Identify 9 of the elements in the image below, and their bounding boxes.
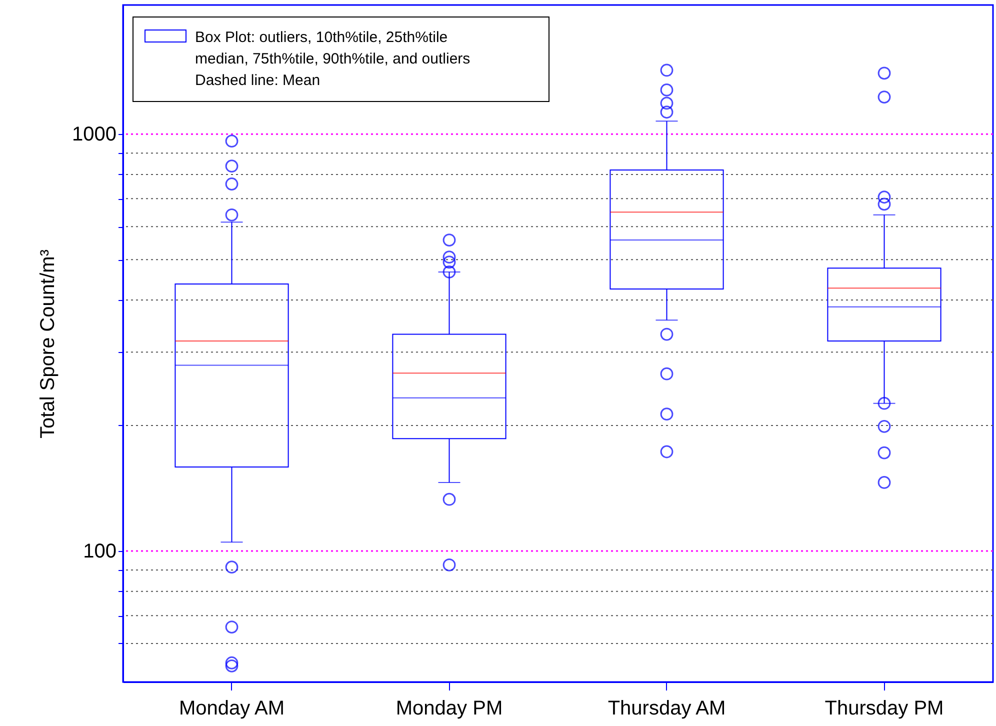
- x-tick-label: Monday PM: [396, 698, 503, 720]
- x-tick-label: Thursday PM: [824, 698, 944, 720]
- legend-label: Box Plot: outliers, 10th%tile, 25th%tile median, 75th%tile, 90th%tile, and outliers: [195, 29, 470, 68]
- y-tick-label: 100: [83, 540, 116, 562]
- annotation: Dashed line: Mean: [195, 72, 320, 89]
- x-tick-label: Thursday AM: [608, 698, 726, 720]
- x-tick-label: Monday AM: [178, 698, 285, 720]
- y-axis-title: Total Spore Count/m³: [37, 249, 60, 438]
- y-tick-label: 1000: [72, 124, 116, 146]
